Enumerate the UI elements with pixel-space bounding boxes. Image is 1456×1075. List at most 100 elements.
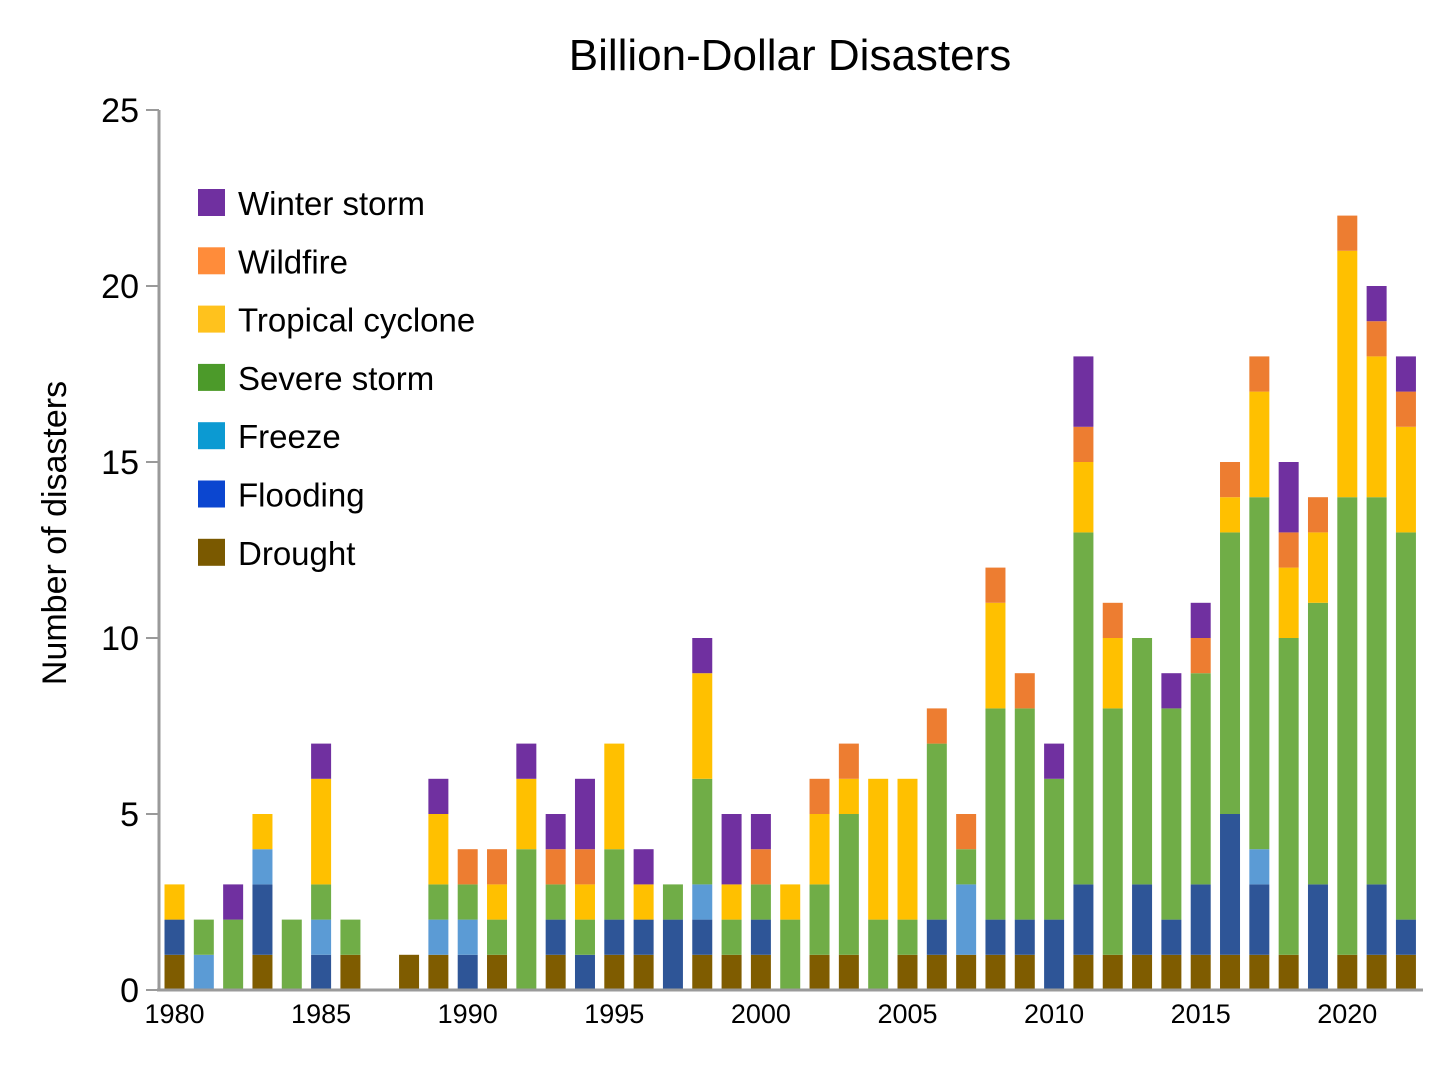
bar-2001-severe-storm (780, 919, 801, 990)
bar-2001-tropical-cyclone (780, 884, 801, 920)
bar-1992-tropical-cyclone (516, 778, 537, 850)
y-tick-label: 25 (101, 92, 139, 130)
bar-2021-tropical-cyclone (1366, 356, 1387, 498)
bar-1984-severe-storm (281, 919, 302, 990)
bar-2000-severe-storm (750, 884, 771, 920)
bar-1990-wildfire (457, 849, 478, 885)
bar-1991-drought (487, 954, 508, 990)
bar-1992-winter-storm (516, 743, 537, 779)
bar-1986-severe-storm (340, 919, 361, 955)
legend-swatch (198, 189, 225, 216)
bar-1995-flooding (604, 919, 625, 955)
bar-2017-flooding (1249, 884, 1270, 955)
bar-2000-flooding (750, 919, 771, 955)
x-tick-label: 2000 (731, 999, 791, 1029)
bar-1989-drought (428, 954, 449, 990)
bar-2008-flooding (985, 919, 1006, 955)
bar-2008-tropical-cyclone (985, 602, 1006, 709)
bar-1990-freeze (457, 919, 478, 955)
bar-1986-drought (340, 954, 361, 990)
bar-2020-severe-storm (1337, 497, 1358, 955)
legend-swatch (198, 247, 225, 275)
bar-2014-drought (1161, 954, 1182, 990)
bar-2013-drought (1132, 954, 1153, 990)
legend-label: Freeze (238, 418, 341, 455)
legend-item: Severe storm (198, 360, 434, 397)
bar-2021-wildfire (1366, 321, 1387, 357)
bar-2005-tropical-cyclone (897, 778, 918, 920)
bar-2012-wildfire (1102, 602, 1123, 638)
bar-2010-flooding (1044, 919, 1065, 990)
bar-1981-severe-storm (193, 919, 214, 955)
bar-2003-wildfire (838, 743, 859, 779)
y-tick-label: 5 (120, 796, 139, 834)
bar-1991-wildfire (487, 849, 508, 885)
bar-1998-drought (692, 954, 713, 990)
bars (164, 215, 1416, 990)
bar-2022-drought (1395, 954, 1416, 990)
bar-2021-winter-storm (1366, 286, 1387, 322)
bar-1999-tropical-cyclone (721, 884, 742, 920)
bar-2009-wildfire (1014, 673, 1035, 709)
legend-swatch (198, 363, 225, 391)
bar-2009-drought (1014, 954, 1035, 990)
bar-1989-tropical-cyclone (428, 814, 449, 885)
bar-1999-severe-storm (721, 919, 742, 955)
bar-1983-tropical-cyclone (252, 814, 273, 850)
bar-2019-wildfire (1307, 497, 1328, 533)
bar-1983-flooding (252, 884, 273, 955)
bar-2011-severe-storm (1073, 532, 1094, 885)
bar-1994-winter-storm (574, 778, 595, 850)
x-tick-label: 1995 (584, 999, 644, 1029)
bar-2018-wildfire (1278, 532, 1299, 568)
chart-title: Billion-Dollar Disasters (569, 31, 1012, 80)
legend: Winter storm Wildfire Tropical cyclone Seve… (198, 185, 475, 572)
bar-2018-tropical-cyclone (1278, 567, 1299, 638)
bar-2016-severe-storm (1220, 532, 1241, 814)
bar-2003-drought (838, 954, 859, 990)
y-tick-label: 20 (101, 268, 139, 306)
bar-2020-wildfire (1337, 215, 1358, 251)
bar-2005-severe-storm (897, 919, 918, 955)
bar-2015-winter-storm (1190, 602, 1211, 638)
bar-2002-tropical-cyclone (809, 814, 830, 885)
bar-1999-drought (721, 954, 742, 990)
bar-1988-drought (399, 954, 420, 990)
x-tick-label: 2020 (1317, 999, 1377, 1029)
bar-1981-freeze (193, 954, 214, 990)
bar-2007-drought (956, 954, 977, 990)
bar-1993-winter-storm (545, 814, 566, 850)
bar-2020-drought (1337, 954, 1358, 990)
bar-2022-wildfire (1395, 391, 1416, 427)
y-tick-label: 15 (101, 444, 139, 482)
bar-1994-tropical-cyclone (574, 884, 595, 920)
bar-1985-severe-storm (311, 884, 332, 920)
bar-2012-drought (1102, 954, 1123, 990)
bar-2015-drought (1190, 954, 1211, 990)
bar-1995-severe-storm (604, 849, 625, 920)
bar-2017-freeze (1249, 849, 1270, 885)
bar-1980-drought (164, 954, 185, 990)
bar-2019-severe-storm (1307, 602, 1328, 885)
x-tick-label: 1990 (438, 999, 498, 1029)
bar-2000-winter-storm (750, 814, 771, 850)
bar-2002-drought (809, 954, 830, 990)
legend-label: Flooding (238, 477, 365, 514)
legend-label: Wildfire (238, 243, 348, 280)
bar-2002-wildfire (809, 778, 830, 814)
bar-2006-drought (926, 954, 947, 990)
legend-swatch (198, 538, 225, 566)
bar-2018-winter-storm (1278, 462, 1299, 533)
bar-2008-drought (985, 954, 1006, 990)
bar-1996-drought (633, 954, 654, 990)
bar-2016-tropical-cyclone (1220, 497, 1241, 533)
bar-1994-flooding (574, 954, 595, 990)
bar-2018-severe-storm (1278, 638, 1299, 955)
bar-2013-severe-storm (1132, 638, 1153, 885)
bar-1985-tropical-cyclone (311, 778, 332, 885)
bar-2008-severe-storm (985, 708, 1006, 920)
bar-1989-freeze (428, 919, 449, 955)
bar-1991-tropical-cyclone (487, 884, 508, 920)
bar-2006-severe-storm (926, 743, 947, 920)
